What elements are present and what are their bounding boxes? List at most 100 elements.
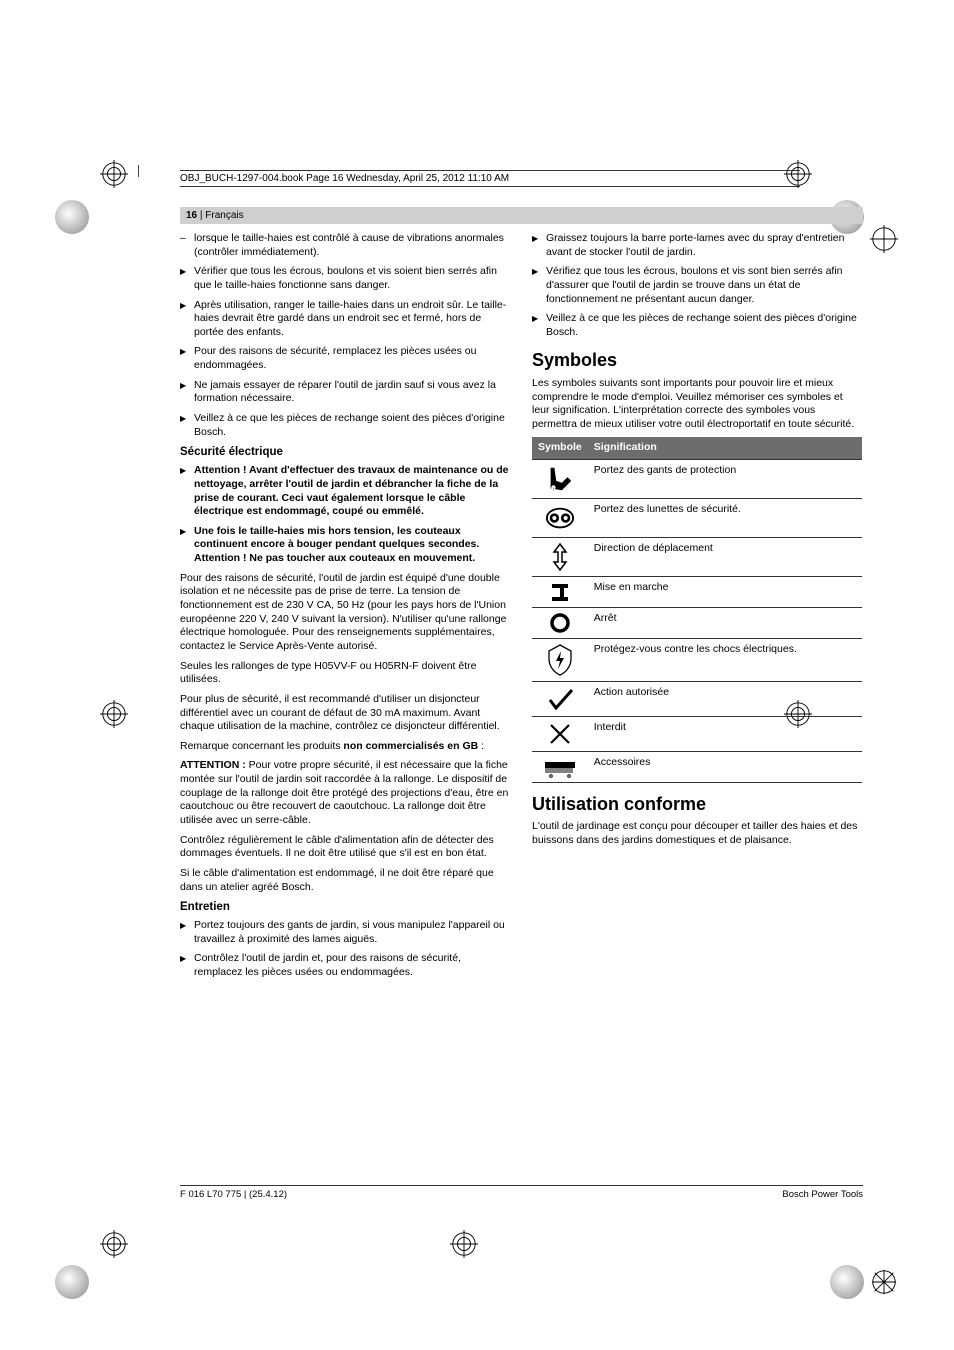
regmark-bottom-mid — [450, 1230, 478, 1258]
list-item: Attention ! Avant d'effectuer des travau… — [180, 464, 510, 519]
symbol-meaning: Interdit — [588, 717, 862, 752]
symbol-meaning: Protégez-vous contre les chocs électriqu… — [588, 639, 862, 682]
heading-entretien: Entretien — [180, 900, 510, 915]
regmark-bottom-left — [100, 1230, 128, 1258]
bullet-text: Attention ! Avant d'effectuer des travau… — [194, 464, 510, 519]
regmark-corner-tl — [55, 200, 89, 234]
utilisation-text: L'outil de jardinage est conçu pour déco… — [532, 820, 862, 847]
left-column: lorsque le taille-haies est contrôlé à c… — [180, 232, 510, 986]
table-row: Interdit — [532, 717, 862, 752]
footer-left: F 016 L70 775 | (25.4.12) — [180, 1189, 287, 1200]
para-cable-repair: Si le câble d'alimentation est endommagé… — [180, 867, 510, 894]
para-isolation: Pour des raisons de sécurité, l'outil de… — [180, 572, 510, 654]
bullet-text: Après utilisation, ranger le taille-haie… — [194, 299, 510, 340]
para-non-gb: Remarque concernant les produits non com… — [180, 740, 510, 754]
gloves-icon: ! — [532, 460, 588, 499]
page-body: 16 | Français lorsque le taille-haies es… — [180, 207, 863, 986]
table-row: Accessoires — [532, 752, 862, 783]
bullet-text: Portez toujours des gants de jardin, si … — [194, 919, 510, 946]
bullet-text: Pour des raisons de sécurité, remplacez … — [194, 345, 510, 372]
bullet-marker — [180, 525, 194, 566]
bullet-marker — [532, 312, 546, 339]
para-non-gb-a: Remarque concernant les produits — [180, 740, 343, 752]
footer-right: Bosch Power Tools — [782, 1189, 863, 1200]
symbols-th-symbole: Symbole — [532, 437, 588, 459]
symbol-meaning: Arrêt — [588, 608, 862, 639]
on-icon — [532, 577, 588, 608]
bullet-marker — [180, 232, 194, 259]
para-attention-label: ATTENTION : — [180, 759, 246, 771]
bullet-marker — [180, 952, 194, 979]
bullet-marker — [532, 265, 546, 306]
symbol-meaning: Accessoires — [588, 752, 862, 783]
check-icon — [532, 682, 588, 717]
list-item: Vérifiez que tous les écrous, boulons et… — [532, 265, 862, 306]
symbols-table: Symbole Signification ! Portez des gants … — [532, 437, 862, 783]
bullet-marker — [180, 919, 194, 946]
regmark-corner-br2 — [870, 1268, 898, 1301]
para-rallonges-type: Seules les rallonges de type H05VV-F ou … — [180, 660, 510, 687]
list-item: Vérifier que tous les écrous, boulons et… — [180, 265, 510, 292]
symbol-meaning: Action autorisée — [588, 682, 862, 717]
list-item: Graissez toujours la barre porte-lames a… — [532, 232, 862, 259]
page-header-lang: Français — [205, 210, 243, 221]
table-row: ! Portez des gants de protection — [532, 460, 862, 499]
list-item: Veillez à ce que les pièces de rechange … — [180, 412, 510, 439]
goggles-icon — [532, 499, 588, 538]
symboles-intro: Les symboles suivants sont importants po… — [532, 377, 862, 432]
brush-icon — [532, 752, 588, 783]
regmark-mid-left — [100, 700, 128, 728]
bullet-marker — [180, 412, 194, 439]
bullet-text: Vérifier que tous les écrous, boulons et… — [194, 265, 510, 292]
table-row: Portez des lunettes de sécurité. — [532, 499, 862, 538]
regmark-corner-tr2 — [870, 225, 898, 258]
bullet-text: Vérifiez que tous les écrous, boulons et… — [546, 265, 862, 306]
list-item: Pour des raisons de sécurité, remplacez … — [180, 345, 510, 372]
heading-utilisation: Utilisation conforme — [532, 793, 862, 816]
off-icon — [532, 608, 588, 639]
heading-symboles: Symboles — [532, 349, 862, 372]
bullet-text: Ne jamais essayer de réparer l'outil de … — [194, 379, 510, 406]
bullet-text: Veillez à ce que les pièces de rechange … — [194, 412, 510, 439]
page-number: 16 — [186, 210, 197, 221]
bullet-text: Contrôlez l'outil de jardin et, pour des… — [194, 952, 510, 979]
symbol-meaning: Mise en marche — [588, 577, 862, 608]
page-footer: F 016 L70 775 | (25.4.12) Bosch Power To… — [180, 1185, 863, 1200]
table-row: Direction de déplacement — [532, 538, 862, 577]
table-row: Mise en marche — [532, 577, 862, 608]
list-item: Ne jamais essayer de réparer l'outil de … — [180, 379, 510, 406]
bullet-marker — [180, 379, 194, 406]
list-item: lorsque le taille-haies est contrôlé à c… — [180, 232, 510, 259]
cross-icon — [532, 717, 588, 752]
table-row: Protégez-vous contre les chocs électriqu… — [532, 639, 862, 682]
list-item: Portez toujours des gants de jardin, si … — [180, 919, 510, 946]
right-column: Graissez toujours la barre porte-lames a… — [532, 232, 862, 986]
bullet-text: Veillez à ce que les pièces de rechange … — [546, 312, 862, 339]
list-item: Une fois le taille-haies mis hors tensio… — [180, 525, 510, 566]
svg-text:!: ! — [553, 486, 554, 491]
bullet-marker — [180, 265, 194, 292]
list-item: Après utilisation, ranger le taille-haie… — [180, 299, 510, 340]
list-item: Veillez à ce que les pièces de rechange … — [532, 312, 862, 339]
list-item: Contrôlez l'outil de jardin et, pour des… — [180, 952, 510, 979]
table-row: Action autorisée — [532, 682, 862, 717]
bullet-text: Une fois le taille-haies mis hors tensio… — [194, 525, 510, 566]
regmark-corner-bl — [55, 1265, 89, 1299]
bullet-text: Graissez toujours la barre porte-lames a… — [546, 232, 862, 259]
regmark-corner-br — [830, 1265, 864, 1299]
symbol-meaning: Portez des gants de protection — [588, 460, 862, 499]
table-row: Arrêt — [532, 608, 862, 639]
symbols-th-signification: Signification — [588, 437, 862, 459]
para-attention: ATTENTION : Pour votre propre sécurité, … — [180, 759, 510, 827]
bullet-marker — [180, 299, 194, 340]
page-header: 16 | Français — [180, 207, 863, 224]
heading-securite-electrique: Sécurité électrique — [180, 445, 510, 460]
bullet-marker — [532, 232, 546, 259]
move-icon — [532, 538, 588, 577]
para-cable-check: Contrôlez régulièrement le câble d'alime… — [180, 834, 510, 861]
top-rule — [138, 165, 839, 177]
para-disjoncteur: Pour plus de sécurité, il est recommandé… — [180, 693, 510, 734]
symbol-meaning: Portez des lunettes de sécurité. — [588, 499, 862, 538]
shock-icon — [532, 639, 588, 682]
para-non-gb-c: : — [478, 740, 484, 752]
